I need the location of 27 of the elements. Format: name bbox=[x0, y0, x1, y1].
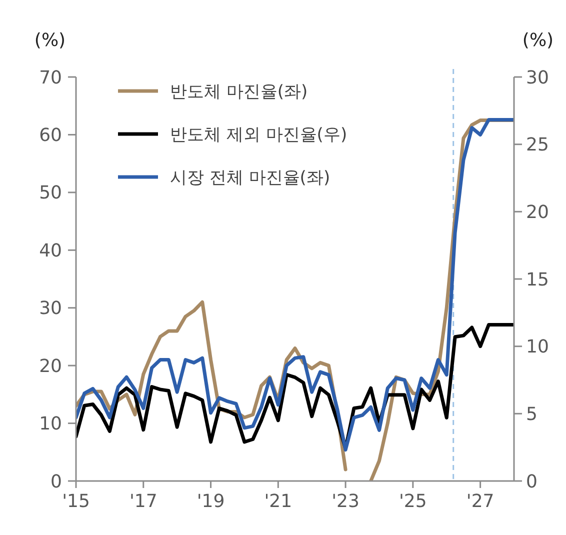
x-tick-label: '25 bbox=[398, 491, 427, 512]
y-tick-label: 20 bbox=[39, 356, 62, 377]
y-tick-label: 50 bbox=[39, 182, 62, 204]
y2-tick-label: 30 bbox=[526, 67, 549, 88]
y2-axis-title: (%) bbox=[522, 30, 554, 51]
y-tick-label: 60 bbox=[39, 125, 62, 146]
y-tick-label: 30 bbox=[39, 298, 62, 320]
x-tick-label: '15 bbox=[62, 491, 90, 512]
y2-tick-label: 15 bbox=[526, 269, 549, 290]
x-tick-label: '17 bbox=[129, 491, 158, 512]
y2-tick-label: 10 bbox=[526, 336, 549, 358]
x-tick-label: '19 bbox=[196, 491, 225, 512]
y-tick-label: 40 bbox=[39, 240, 62, 262]
y-tick-label: 70 bbox=[39, 67, 62, 88]
y2-tick-label: 20 bbox=[526, 202, 549, 223]
y-tick-label: 10 bbox=[39, 414, 62, 435]
legend-label: 반도체 마진율(좌) bbox=[170, 82, 308, 102]
x-tick-label: '21 bbox=[264, 491, 292, 512]
y2-tick-label: 0 bbox=[526, 471, 538, 492]
y-tick-label: 0 bbox=[50, 471, 62, 492]
legend-label: 시장 전체 마진율(좌) bbox=[170, 168, 330, 188]
legend-label: 반도체 제외 마진율(우) bbox=[170, 124, 348, 145]
x-tick-label: '23 bbox=[332, 491, 360, 512]
y2-tick-label: 25 bbox=[526, 134, 549, 156]
y-axis-title: (%) bbox=[34, 30, 66, 51]
x-tick-label: '27 bbox=[466, 491, 494, 512]
y2-tick-label: 5 bbox=[526, 404, 538, 425]
